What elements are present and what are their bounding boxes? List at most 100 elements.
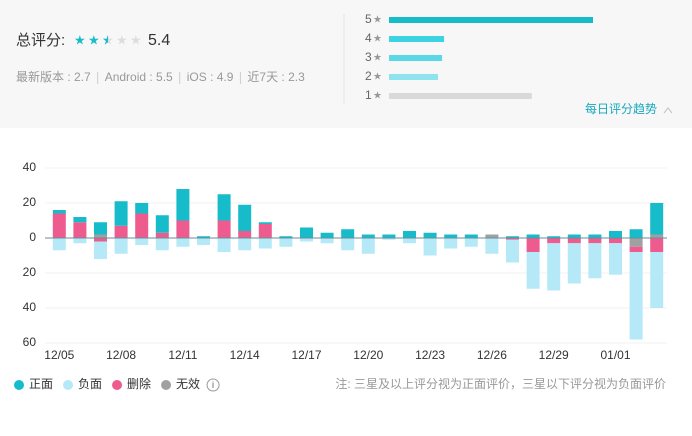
- trend-link[interactable]: 每日评分趋势: [585, 101, 657, 116]
- bar-segment: [506, 238, 519, 240]
- bar-segment: [258, 224, 272, 238]
- bar-segment: [423, 238, 437, 256]
- info-icon-glyph: i: [212, 380, 215, 390]
- bar-segment: [258, 222, 272, 224]
- bar-segment: [444, 234, 458, 238]
- x-tick-label: 12/14: [230, 348, 260, 362]
- x-tick-label: 12/23: [415, 348, 445, 362]
- bar-segment: [320, 232, 334, 238]
- bar-segment: [361, 234, 375, 238]
- bar-segment: [300, 238, 313, 242]
- x-tick-label: 12/17: [291, 348, 321, 362]
- bar-segment: [217, 238, 231, 252]
- bar-segment: [629, 246, 643, 252]
- svg-text:★: ★: [130, 32, 142, 47]
- bar-segment: [403, 231, 416, 238]
- svg-text:★: ★: [102, 32, 114, 47]
- bar-segment: [155, 215, 169, 233]
- bar-segment: [485, 234, 499, 238]
- bar-segment: [567, 238, 581, 244]
- version-info: 近7天 : 2.3: [247, 70, 305, 84]
- bar-segment: [135, 238, 149, 245]
- bar-segment: [382, 238, 396, 240]
- bar-segment: [629, 252, 643, 340]
- bar-segment: [341, 229, 355, 238]
- bar-segment: [567, 234, 581, 238]
- legend-label: 无效: [176, 376, 200, 391]
- y-tick-label: 0: [29, 230, 36, 244]
- y-tick-label: 20: [23, 265, 37, 279]
- rating-label: 4: [365, 31, 372, 45]
- svg-text:★: ★: [88, 32, 100, 47]
- version-info: iOS : 4.9: [187, 70, 234, 84]
- bar-segment: [94, 234, 107, 238]
- bar-segment: [361, 238, 375, 254]
- bar-segment: [609, 243, 622, 275]
- x-tick-label: 12/05: [44, 348, 74, 362]
- bar-segment: [176, 220, 190, 238]
- bar-segment: [300, 227, 313, 238]
- rating-star: ★: [373, 53, 382, 64]
- bar-segment: [382, 234, 396, 238]
- bar-segment: [650, 234, 664, 238]
- x-tick-label: 12/11: [168, 348, 197, 362]
- bar-segment: [629, 229, 643, 238]
- bar-segment: [423, 232, 437, 238]
- legend-marker: [161, 380, 172, 390]
- y-tick-label: 40: [23, 300, 37, 314]
- rating-label: 3: [365, 50, 372, 64]
- bar-segment: [526, 252, 540, 289]
- bar-segment: [279, 236, 293, 238]
- bar-segment: [52, 210, 66, 214]
- bar-segment: [526, 238, 540, 252]
- x-tick-label: 12/26: [477, 348, 507, 362]
- bar-segment: [217, 220, 231, 238]
- score-label: 总评分:: [16, 32, 65, 49]
- bar-segment: [588, 238, 602, 244]
- bar-segment: [485, 238, 499, 254]
- y-tick-label: 40: [23, 160, 37, 174]
- y-tick-label: 20: [23, 195, 37, 209]
- legend-marker: [63, 380, 74, 390]
- bar-segment: [155, 232, 169, 238]
- rating-bar: [389, 55, 443, 61]
- bar-segment: [444, 238, 458, 249]
- bar-segment: [547, 238, 561, 244]
- bar-segment: [506, 239, 519, 263]
- bar-segment: [114, 238, 128, 254]
- bar-segment: [629, 238, 643, 247]
- bar-segment: [547, 236, 561, 238]
- bar-segment: [52, 213, 66, 238]
- bar-segment: [320, 238, 334, 244]
- info-icon[interactable]: [206, 378, 220, 392]
- bar-segment: [609, 238, 622, 244]
- bar-segment: [52, 238, 66, 251]
- chevron[interactable]: [663, 107, 673, 114]
- bar-segment: [650, 252, 664, 308]
- bar-segment: [197, 238, 210, 245]
- bar-segment: [114, 225, 128, 238]
- bar-segment: [464, 238, 478, 247]
- bar-segment: [197, 236, 210, 238]
- bar-segment: [464, 234, 478, 238]
- bar-segment: [238, 231, 252, 238]
- version-info: 最新版本 : 2.7: [16, 69, 91, 84]
- bar-segment: [526, 234, 540, 238]
- bar-segment: [73, 238, 87, 244]
- svg-text:★: ★: [74, 32, 86, 47]
- y-tick-label: 60: [23, 335, 37, 349]
- rating-star: ★: [373, 91, 382, 102]
- bar-segment: [547, 243, 561, 291]
- bar-segment: [94, 241, 107, 259]
- bar-segment: [588, 234, 602, 238]
- svg-text:★: ★: [116, 32, 128, 47]
- x-tick-label: 01/01: [600, 348, 630, 362]
- bar-segment: [238, 238, 252, 251]
- rating-star: ★: [373, 15, 382, 26]
- bar-segment: [609, 231, 622, 238]
- bar-segment: [73, 217, 87, 223]
- bar-segment: [258, 238, 272, 249]
- score-value: 5.4: [148, 32, 170, 49]
- legend-label: 正面: [29, 377, 53, 391]
